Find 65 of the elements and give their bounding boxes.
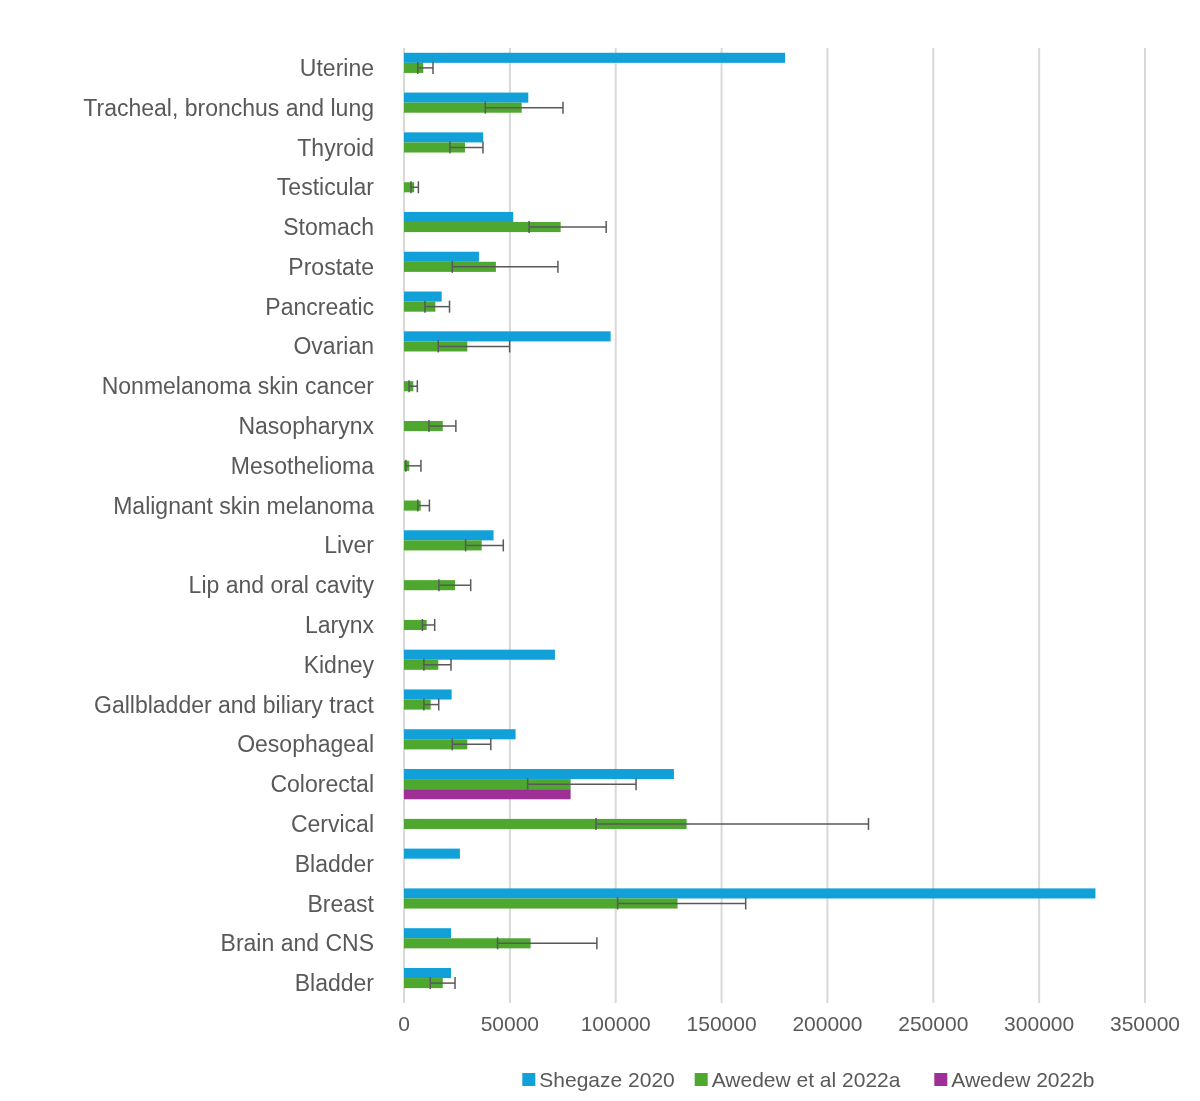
- y-tick-label: Liver: [324, 532, 375, 559]
- legend-label: Shegaze 2020: [539, 1068, 675, 1092]
- bar: [404, 291, 442, 302]
- bar: [404, 928, 451, 939]
- bar: [404, 699, 431, 710]
- bar: [404, 779, 571, 790]
- y-tick-label: Larynx: [304, 612, 375, 639]
- x-tick-label: 200000: [792, 1012, 863, 1035]
- bar: [404, 92, 529, 103]
- y-tick-label: Thyroid: [297, 134, 374, 161]
- y-tick-label: Stomach: [283, 214, 374, 241]
- y-tick-label: Kidney: [303, 651, 375, 678]
- x-tick-label: 150000: [686, 1012, 757, 1035]
- y-tick-label: Oesophageal: [237, 731, 374, 758]
- bar: [404, 132, 484, 143]
- legend-label: Awedew et al 2022a: [711, 1068, 901, 1092]
- y-tick-label: Uterine: [299, 54, 374, 81]
- bar: [404, 251, 479, 262]
- bar: [404, 540, 482, 551]
- bar: [404, 689, 452, 700]
- bar: [404, 898, 678, 909]
- legend-label: Awedew 2022b: [951, 1068, 1095, 1092]
- y-tick-label: Colorectal: [270, 771, 374, 798]
- y-tick-label: Tracheal, bronchus and lung: [83, 94, 374, 121]
- bar: [404, 102, 522, 113]
- bar: [404, 967, 451, 979]
- x-tick-label: 300000: [1004, 1012, 1075, 1035]
- y-tick-label: Prostate: [288, 253, 374, 280]
- y-tick-label: Malignant skin melanoma: [113, 492, 375, 519]
- bar: [404, 938, 531, 949]
- bar: [404, 331, 611, 342]
- y-tick-label: Ovarian: [293, 333, 374, 360]
- bar: [404, 211, 514, 223]
- y-tick-label: Gallbladder and biliary tract: [94, 691, 375, 718]
- bar: [404, 530, 494, 541]
- y-tick-label: Brain and CNS: [220, 930, 374, 957]
- bar: [404, 649, 555, 660]
- y-tick-label: Bladder: [294, 970, 375, 997]
- y-tick-label: Breast: [307, 890, 375, 917]
- y-tick-label: Pancreatic: [265, 293, 374, 320]
- bar: [404, 888, 1096, 899]
- y-tick-label: Testicular: [276, 174, 375, 201]
- bar: [404, 978, 443, 989]
- bar: [404, 222, 561, 233]
- y-tick-label: Nonmelanoma skin cancer: [101, 373, 375, 400]
- y-tick-label: Lip and oral cavity: [188, 572, 375, 599]
- bar: [404, 848, 460, 859]
- y-tick-label: Nasopharynx: [238, 413, 375, 440]
- bar: [404, 789, 571, 800]
- x-tick-label: 350000: [1109, 1012, 1181, 1035]
- x-tick-label: 250000: [898, 1012, 969, 1035]
- bar: [404, 619, 427, 631]
- y-tick-label: Bladder: [294, 850, 375, 877]
- y-tick-label: Mesothelioma: [230, 452, 375, 479]
- y-tick-label: Cervical: [290, 810, 374, 837]
- bar: [404, 341, 468, 352]
- x-tick-label: 50000: [480, 1012, 540, 1035]
- bar: [404, 52, 786, 63]
- x-tick-label: 100000: [580, 1012, 651, 1035]
- bar: [404, 818, 687, 829]
- bar: [404, 769, 674, 780]
- bar: [404, 729, 516, 740]
- x-tick-label: 0: [398, 1012, 410, 1035]
- bar: [404, 142, 465, 153]
- bar: [404, 739, 468, 750]
